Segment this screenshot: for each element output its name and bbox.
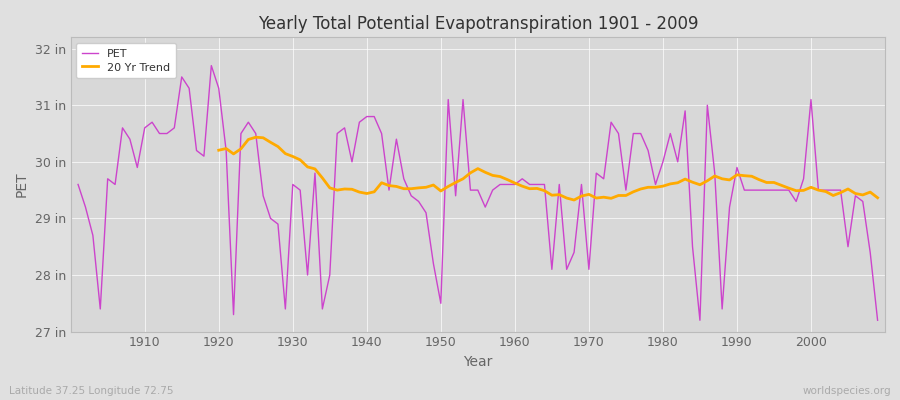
Title: Yearly Total Potential Evapotranspiration 1901 - 2009: Yearly Total Potential Evapotranspiratio… bbox=[257, 15, 698, 33]
PET bbox=[302, 272, 313, 277]
Line: PET: PET bbox=[78, 66, 878, 320]
PET bbox=[73, 182, 84, 187]
PET bbox=[872, 318, 883, 323]
Text: worldspecies.org: worldspecies.org bbox=[803, 386, 891, 396]
20 Yr Trend bbox=[569, 198, 580, 202]
20 Yr Trend bbox=[250, 135, 261, 140]
Line: 20 Yr Trend: 20 Yr Trend bbox=[219, 137, 878, 200]
PET bbox=[132, 165, 143, 170]
PET bbox=[509, 182, 520, 187]
Legend: PET, 20 Yr Trend: PET, 20 Yr Trend bbox=[76, 43, 176, 78]
Text: Latitude 37.25 Longitude 72.75: Latitude 37.25 Longitude 72.75 bbox=[9, 386, 174, 396]
X-axis label: Year: Year bbox=[464, 355, 492, 369]
20 Yr Trend bbox=[858, 192, 868, 197]
20 Yr Trend bbox=[687, 180, 698, 184]
PET bbox=[346, 160, 357, 164]
20 Yr Trend bbox=[791, 188, 802, 193]
20 Yr Trend bbox=[872, 195, 883, 200]
20 Yr Trend bbox=[213, 148, 224, 153]
PET bbox=[206, 63, 217, 68]
PET bbox=[606, 120, 616, 125]
PET bbox=[517, 176, 527, 181]
20 Yr Trend bbox=[420, 185, 431, 190]
Y-axis label: PET: PET bbox=[15, 172, 29, 197]
PET bbox=[695, 318, 706, 323]
20 Yr Trend bbox=[310, 166, 320, 171]
20 Yr Trend bbox=[776, 183, 787, 188]
